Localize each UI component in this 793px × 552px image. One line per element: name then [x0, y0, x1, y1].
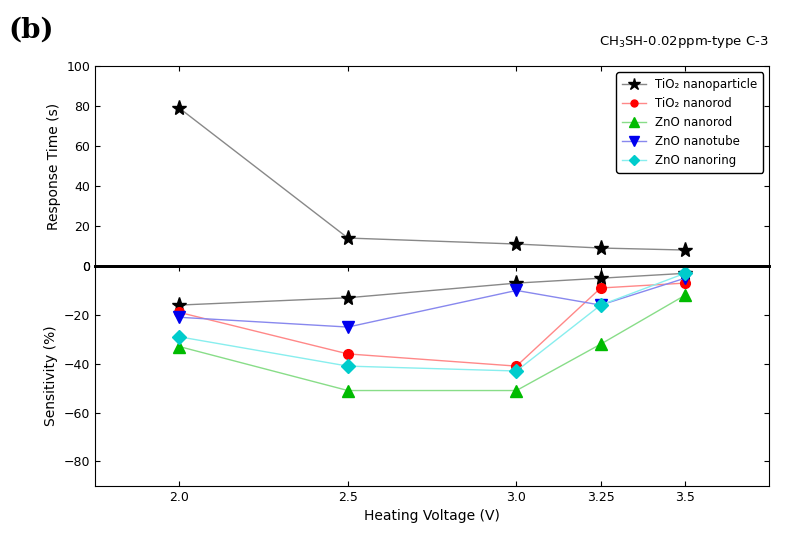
- Text: (b): (b): [8, 17, 53, 44]
- Text: CH$_3$SH-0.02ppm-type C-3: CH$_3$SH-0.02ppm-type C-3: [600, 34, 769, 50]
- X-axis label: Heating Voltage (V): Heating Voltage (V): [364, 509, 500, 523]
- Legend: TiO₂ nanoparticle, TiO₂ nanorod, ZnO nanorod, ZnO nanotube, ZnO nanoring: TiO₂ nanoparticle, TiO₂ nanorod, ZnO nan…: [616, 72, 764, 173]
- Y-axis label: Response Time (s): Response Time (s): [47, 103, 61, 230]
- Y-axis label: Sensitivity (%): Sensitivity (%): [44, 326, 58, 426]
